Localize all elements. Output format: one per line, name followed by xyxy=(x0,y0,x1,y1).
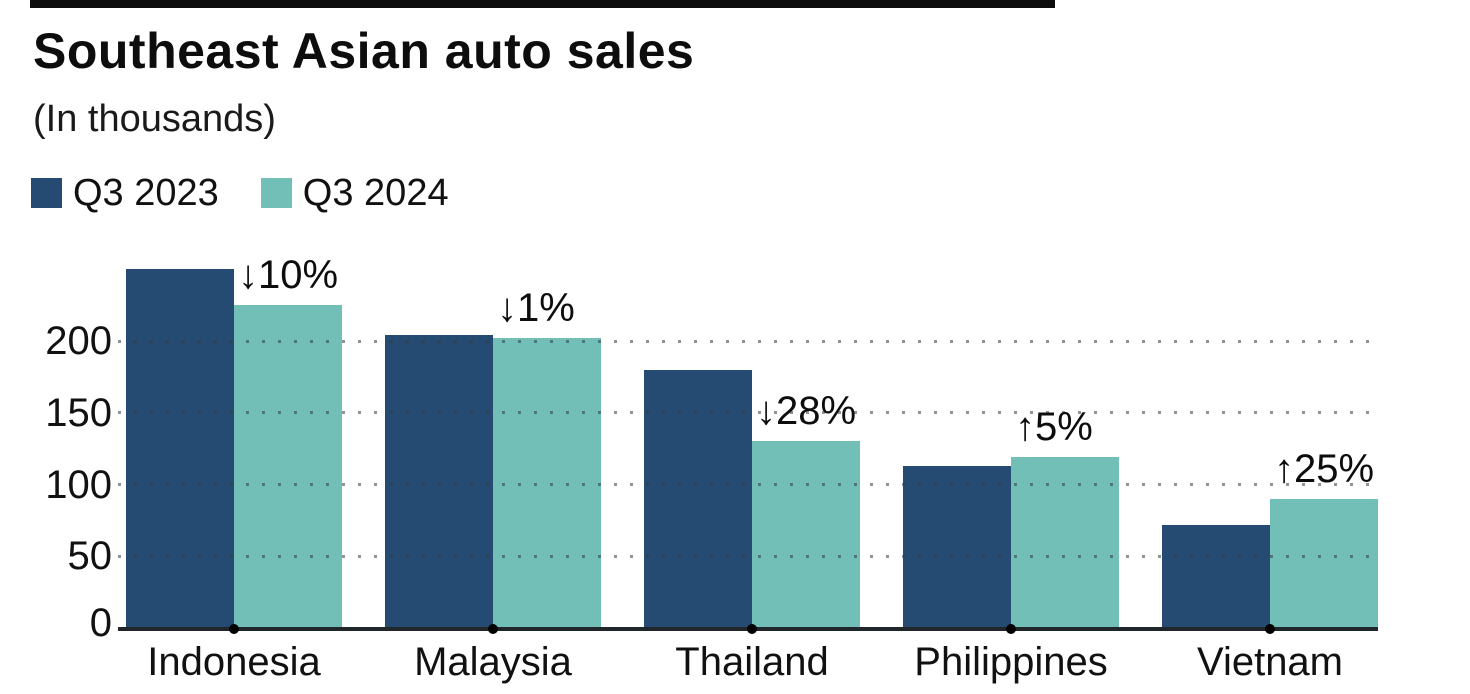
bar-thailand-q3-2023 xyxy=(644,369,752,628)
axis-tick-dot-malaysia xyxy=(488,624,498,634)
category-label-philippines: Philippines xyxy=(914,640,1108,684)
pct-change-indonesia: ↓10% xyxy=(238,253,339,298)
legend-item-q3-2024: Q3 2024 xyxy=(260,172,449,214)
pct-change-thailand: ↓28% xyxy=(756,389,857,434)
legend: Q3 2023 Q3 2024 xyxy=(31,174,449,212)
y-tick-100: 100 xyxy=(45,462,112,507)
category-label-indonesia: Indonesia xyxy=(147,640,321,684)
gridline-100 xyxy=(118,483,1378,486)
chart-subtitle: (In thousands) xyxy=(33,98,276,140)
pct-change-vietnam: ↑25% xyxy=(1274,446,1375,491)
bar-malaysia-q3-2023 xyxy=(385,335,493,628)
gridline-50 xyxy=(118,554,1378,558)
category-label-thailand: Thailand xyxy=(675,640,829,684)
bar-vietnam-q3-2024 xyxy=(1270,498,1378,628)
legend-label: Q3 2023 xyxy=(73,172,219,214)
axis-tick-dot-philippines xyxy=(1006,624,1016,634)
category-label-malaysia: Malaysia xyxy=(414,640,572,684)
y-tick-200: 200 xyxy=(45,319,112,363)
bar-philippines-q3-2023 xyxy=(903,465,1011,628)
y-tick-150: 150 xyxy=(45,390,112,435)
y-tick-0: 0 xyxy=(89,601,112,645)
bar-thailand-q3-2024 xyxy=(752,441,860,628)
category-label-vietnam: Vietnam xyxy=(1196,640,1343,684)
bar-vietnam-q3-2023 xyxy=(1162,524,1270,628)
legend-swatch-1 xyxy=(31,178,62,208)
legend-label: Q3 2024 xyxy=(302,172,449,214)
bar-indonesia-q3-2023 xyxy=(126,269,234,628)
y-tick-50: 50 xyxy=(67,534,113,579)
gridline-150 xyxy=(118,411,1378,415)
top-accent-bar xyxy=(30,0,1055,8)
legend-swatch-2 xyxy=(260,178,292,208)
pct-change-philippines: ↑5% xyxy=(1015,405,1093,450)
bar-indonesia-q3-2024 xyxy=(234,305,342,628)
gridline-200 xyxy=(118,339,1378,343)
axis-tick-dot-thailand xyxy=(747,624,757,634)
axis-tick-dot-vietnam xyxy=(1265,624,1275,634)
axis-tick-dot-indonesia xyxy=(229,624,239,634)
chart-title: Southeast Asian auto sales xyxy=(33,23,695,79)
pct-change-malaysia: ↓1% xyxy=(497,286,575,331)
legend-item-q3-2023: Q3 2023 xyxy=(31,174,219,212)
